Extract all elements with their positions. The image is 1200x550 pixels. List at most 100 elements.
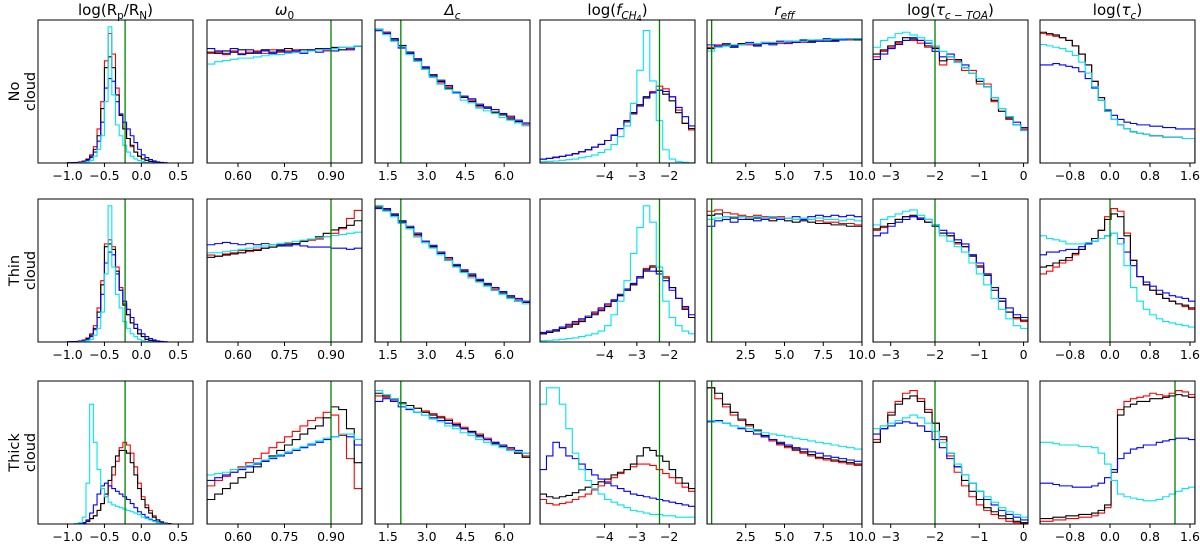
panel-plot-area [540,20,695,163]
column-title-part: ) [1136,1,1142,19]
panel-plot-area [67,381,186,524]
column-title-part: c − TOA [945,10,988,22]
x-tick-label: 0.5 [168,347,188,362]
x-tick-label: 0.90 [317,529,345,544]
histogram-series-black [1040,213,1195,342]
histogram-series-red [707,38,862,163]
panel-r2-c4: 2.5 5.0 7.5 10.0 [706,380,876,544]
histogram-series-black [375,206,530,342]
x-tick-label: −4 [595,347,613,362]
x-tick-label: 3.0 [417,529,437,544]
histogram-series-black [67,449,186,524]
histogram-series-black [707,213,862,342]
histogram-series-red [375,28,530,163]
histogram-series-blue [67,482,186,524]
x-tick-label: 0.60 [224,347,252,362]
panel-frame [1039,19,1196,164]
x-tick-label: 5.0 [775,168,795,183]
x-tick-label: 0.8 [1140,347,1160,362]
panel-r1-c5: −3 −2 −1 0 [872,198,1029,362]
panel-frame [37,198,194,343]
column-title-part: log( [587,1,616,19]
panel-r0-c2: 1.5 3.0 4.5 6.0 [374,19,531,183]
histogram-series-blue [707,214,862,342]
row-label-line: cloud [23,433,39,472]
column-title-part: log(R [78,1,117,19]
histogram-series-cyan [540,387,695,524]
x-tick-label: 0.8 [1140,529,1160,544]
panel-plot-area [540,381,695,524]
x-tick-label: 4.5 [455,168,475,183]
column-title-part: r [774,1,781,19]
column-title-part: log( [1093,1,1122,19]
x-tick-label: −3 [881,168,899,183]
panel-plot-area [207,381,362,524]
x-tick-label: 7.5 [813,168,833,183]
x-tick-label: 10.0 [848,168,876,183]
histogram-series-blue [707,38,862,163]
row-label-2: Thickcloud [7,433,39,473]
panel-frame [872,380,1029,525]
x-tick-label: 0.5 [168,168,188,183]
x-tick-label: 0.0 [131,529,151,544]
histogram-series-cyan [207,45,362,163]
histogram-series-cyan [207,433,362,524]
x-tick-label: 0.75 [271,529,299,544]
panel-frame [37,380,194,525]
x-tick-label: −0.8 [1055,347,1085,362]
x-tick-label: 0.0 [131,347,151,362]
x-tick-label: −0.8 [1055,168,1085,183]
column-title-part: ) [988,1,994,19]
panel-r0-c1: 0.60 0.75 0.90 [206,19,363,183]
histogram-series-blue [873,216,1028,342]
panel-plot-area [873,199,1028,342]
histogram-series-red [873,39,1028,163]
histogram-series-cyan [540,205,695,342]
column-title-part: 4 [637,14,642,23]
histogram-series-red [873,389,1028,524]
histogram-series-blue [540,270,695,342]
x-tick-label: 0.8 [1140,168,1160,183]
panel-r2-c0: −1.0 −0.5 0.0 0.5 [37,380,194,544]
panel-plot-area [66,20,186,163]
histogram-series-black [873,395,1028,524]
column-title-0: log(Rp/RN) [78,1,153,22]
x-tick-label: −1 [970,347,988,362]
x-tick-label: 10.0 [848,529,876,544]
histogram-series-cyan [707,38,862,163]
histogram-series-black [540,447,695,524]
x-tick-label: −1 [970,168,988,183]
histogram-series-cyan [873,31,1028,163]
x-tick-label: −4 [595,529,613,544]
x-tick-label: 0.0 [1100,529,1120,544]
panel-plot-area [707,381,862,524]
histogram-series-blue [1040,232,1195,342]
x-tick-label: −3 [628,168,646,183]
x-tick-label: −3 [881,529,899,544]
histogram-series-red [707,209,862,342]
x-tick-label: 1.5 [378,347,398,362]
x-tick-label: 6.0 [494,529,514,544]
histogram-series-cyan [540,30,695,163]
panel-r1-c6: −0.8 0.0 0.8 1.6 [1039,198,1200,362]
histogram-series-red [66,33,186,163]
panel-plot-area [375,381,530,524]
row-label-1: Thincloud [7,251,39,290]
x-tick-label: −4 [595,168,613,183]
histogram-series-blue [207,45,362,163]
column-title-part: c [455,10,461,22]
panel-plot-area [873,381,1028,524]
panel-r1-c0: −1.0 −0.5 0.0 0.5 [37,198,194,362]
panel-r0-c4: 2.5 5.0 7.5 10.0 [706,19,876,183]
x-tick-label: 0.75 [271,168,299,183]
histogram-series-black [375,28,530,163]
column-title-part: Δ [443,1,454,19]
panel-r1-c4: 2.5 5.0 7.5 10.0 [706,198,876,362]
x-tick-label: −2 [926,529,944,544]
x-tick-label: 0.5 [168,529,188,544]
panel-frame [872,198,1029,343]
row-label-line: cloud [23,251,39,290]
panel-frame [706,380,863,525]
column-title-6: log(τc) [1093,1,1142,22]
panel-plot-area [1040,381,1195,524]
